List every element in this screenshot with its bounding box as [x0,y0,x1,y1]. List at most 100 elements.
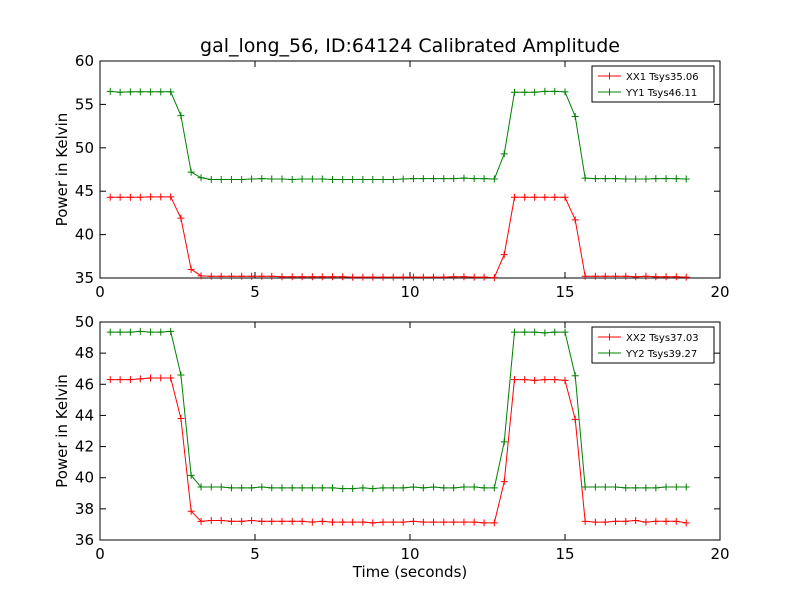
panel-2-series-2-point [622,484,630,492]
panel-1-series-1-point [571,216,579,224]
panel-1-series-1-point [470,273,478,281]
panel-2-x-axis-label: Time (seconds) [352,563,468,581]
panel-2-series-2-point [207,483,215,491]
panel-1-series-1-point [551,193,559,201]
panel-2-series-2-point [419,484,427,492]
panel-2-series-1-point [106,376,114,384]
panel-1-legend: XX1 Tsys35.06 YY1 Tsys46.11 [591,65,715,103]
panel-1-series-2-point [308,175,316,183]
panel-2-series-2-point [359,484,367,492]
panel-1-series-1-point [278,273,286,281]
panel-2-x-tick-label: 20 [710,545,729,563]
panel-2-series-2-point [632,484,640,492]
panel-1-series-1-point [227,272,235,280]
panel-2-series-1-line [110,377,687,524]
panel-2-series-1-point [308,518,316,526]
panel-2-series-2-point [167,327,175,335]
panel-1-series-1-point [450,273,458,281]
panel-1-legend-marker [606,72,613,80]
panel-1-series-1-point [662,273,670,281]
panel-1-legend-marker [606,88,613,96]
panel-2-series-1-point [561,376,569,384]
panel-1-series-1-point [672,273,680,281]
panel-1-series-2 [106,87,690,183]
panel-2-series-2-point [278,484,286,492]
panel-2-series-2-point [177,371,185,379]
panel-1-series-1-point [531,193,539,201]
panel-1-series-2-point [632,175,640,183]
panel-2-series-1-point [329,518,336,526]
panel-1-series-1-point [318,273,326,281]
panel-2-series-2 [106,327,690,493]
panel-1-series-2-point [349,175,357,183]
panel-2-series-1-point [339,518,347,526]
panel-1-series-1-point [652,273,660,281]
panel-2-series-1-point [662,517,670,525]
panel-2-series-2-line [110,330,687,490]
panel-1-series-1-point [167,193,175,201]
panel-1-series-1-point [329,273,336,281]
panel-2-series-1-point [177,415,185,423]
panel-1-series-2-point [207,175,215,183]
panel-1-y-tick-label: 50 [75,139,94,157]
panel-2-series-2-point [217,483,225,491]
panel-2-y-tick-label: 38 [75,500,94,518]
panel-2-series-1-point [298,517,306,525]
panel-2-legend-label: YY2 Tsys39.27 [625,349,697,360]
panel-1-series-2-point [369,175,377,183]
panel-2-series-2-point [116,328,124,336]
panel-1-series-1-point [500,251,508,259]
panel-1-series-1-point [601,272,609,280]
panel-1-series-2-point [318,175,326,183]
panel-1-y-tick-label: 35 [75,269,94,287]
panel-2-series-1-point [187,507,195,515]
panel-2-x-tick-label: 5 [250,545,260,563]
panel-2-series-2-point [440,484,448,492]
panel-1-series-1-point [632,273,640,281]
panel-1-series-2-point [359,175,367,183]
panel-1-series-1-point [541,193,549,201]
panel-1-series-2-point [430,175,438,183]
panel-1-series-2-point [581,174,589,182]
panel-1-series-2-point [440,175,448,183]
panel-1: 0 5 10 15 20 35 40 45 50 55 60 Power in Kelvin XX1 T… [53,52,730,301]
panel-1-series-2-point [339,175,347,183]
panel-2-series-1-point [632,517,640,525]
panel-1-series-1-point [126,193,134,201]
panel-2-series-2-point [480,484,488,492]
panel-1-series-1-point [147,193,155,201]
panel-1-series-2-point [541,87,549,95]
panel-2-series-1-point [419,518,427,526]
panel-2-series-1-point [126,376,134,384]
panel-1-x-tick-label: 15 [555,283,574,301]
panel-2-series-1-point [551,376,559,384]
panel-1-series-2-point [278,175,286,183]
panel-2-series-1-point [197,517,205,525]
panel-1-series-2-point [177,112,185,120]
panel-1-series-2-point [450,175,458,183]
panel-1-series-2-point [116,88,124,96]
panel-1-series-1-point [298,273,306,281]
panel-1-series-1-point [389,273,397,281]
panel-2-series-2-point [389,484,397,492]
panel-2-series-2-point [531,328,539,336]
panel-1-series-1-point [399,273,407,281]
panel-2-series-1-point [541,376,549,384]
panel-1-series-1-point [288,273,296,281]
panel-1-series-2-point [470,175,478,183]
panel-1-x-tick-label: 0 [95,283,105,301]
panel-2-series-1-point [612,517,620,525]
panel-2-legend-marker [606,333,613,341]
panel-1-series-2-point [622,175,630,183]
panel-2-x-tick-label: 0 [95,545,105,563]
panel-1-series-2-point [419,175,427,183]
panel-2-series-1-point [531,376,539,384]
panel-2-series-2-point [187,471,195,479]
panel-1-series-1-point [379,273,387,281]
panel-1-series-2-point [268,175,276,183]
panel-2-series-1-point [116,376,124,384]
panel-1-series-1-point [207,272,215,280]
panel-1-series-1-point [682,273,690,281]
panel-2-series-1-point [217,517,225,525]
